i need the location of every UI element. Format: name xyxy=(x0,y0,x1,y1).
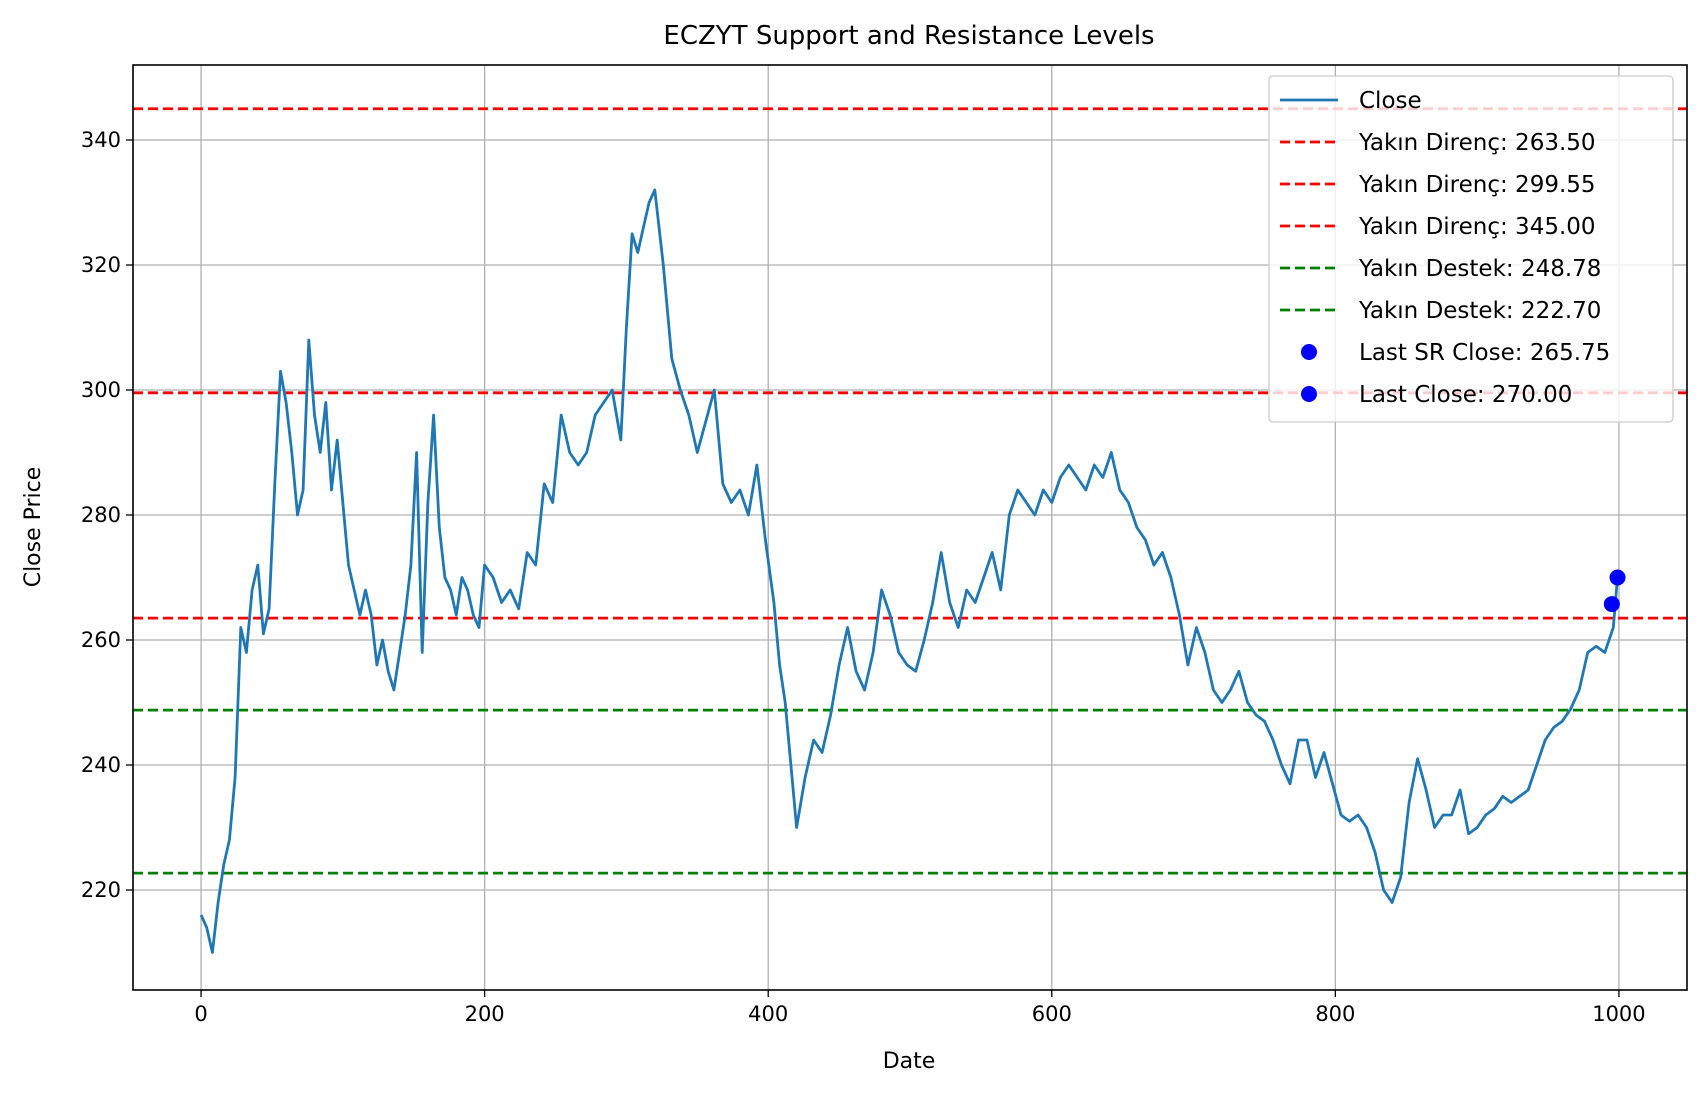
legend-marker xyxy=(1301,386,1317,402)
legend-label: Yakın Destek: 222.70 xyxy=(1358,298,1601,324)
legend-box xyxy=(1268,75,1674,423)
marker-points xyxy=(1603,569,1626,613)
y-tick-label: 220 xyxy=(81,878,121,902)
plot-frame xyxy=(132,64,1688,991)
legend-label: Yakın Direnç: 263.50 xyxy=(1358,130,1596,156)
close-price-line xyxy=(199,188,1619,954)
marker-point xyxy=(1609,569,1626,586)
legend: Close Yakın Direnç: 263.50 Yakın Direnç: 2… xyxy=(1268,75,1674,423)
chart-title: ECZYT Support and Resistance Levels xyxy=(663,21,1154,51)
y-tick-label: 300 xyxy=(81,378,121,402)
x-tick-label: 600 xyxy=(1032,1002,1072,1026)
legend-label: Last Close: 270.00 xyxy=(1359,382,1572,408)
x-tick-label: 200 xyxy=(465,1002,505,1026)
legend-label: Yakın Direnç: 345.00 xyxy=(1358,214,1596,240)
y-tick-label: 240 xyxy=(81,753,121,777)
y-tick-label: 320 xyxy=(81,253,121,277)
marker-point xyxy=(1603,596,1620,613)
y-tick-label: 340 xyxy=(81,128,121,152)
x-axis-ticks: 0 200 400 600 800 1000 xyxy=(194,990,1646,1026)
y-axis-label: Close Price xyxy=(21,467,46,588)
series-group xyxy=(199,188,1619,954)
legend-label: Yakın Destek: 248.78 xyxy=(1358,256,1601,282)
y-axis-ticks: 220 240 260 280 300 320 340 xyxy=(81,128,133,902)
legend-label: Last SR Close: 265.75 xyxy=(1359,340,1610,366)
y-tick-label: 260 xyxy=(81,628,121,652)
x-tick-label: 400 xyxy=(748,1002,788,1026)
legend-marker xyxy=(1301,344,1317,360)
x-tick-label: 800 xyxy=(1315,1002,1355,1026)
legend-label: Yakın Direnç: 299.55 xyxy=(1358,172,1596,198)
y-tick-label: 280 xyxy=(81,503,121,527)
x-tick-label: 1000 xyxy=(1592,1002,1645,1026)
x-tick-label: 0 xyxy=(194,1002,207,1026)
x-axis-label: Date xyxy=(883,1049,936,1074)
legend-label: Close xyxy=(1359,88,1422,114)
